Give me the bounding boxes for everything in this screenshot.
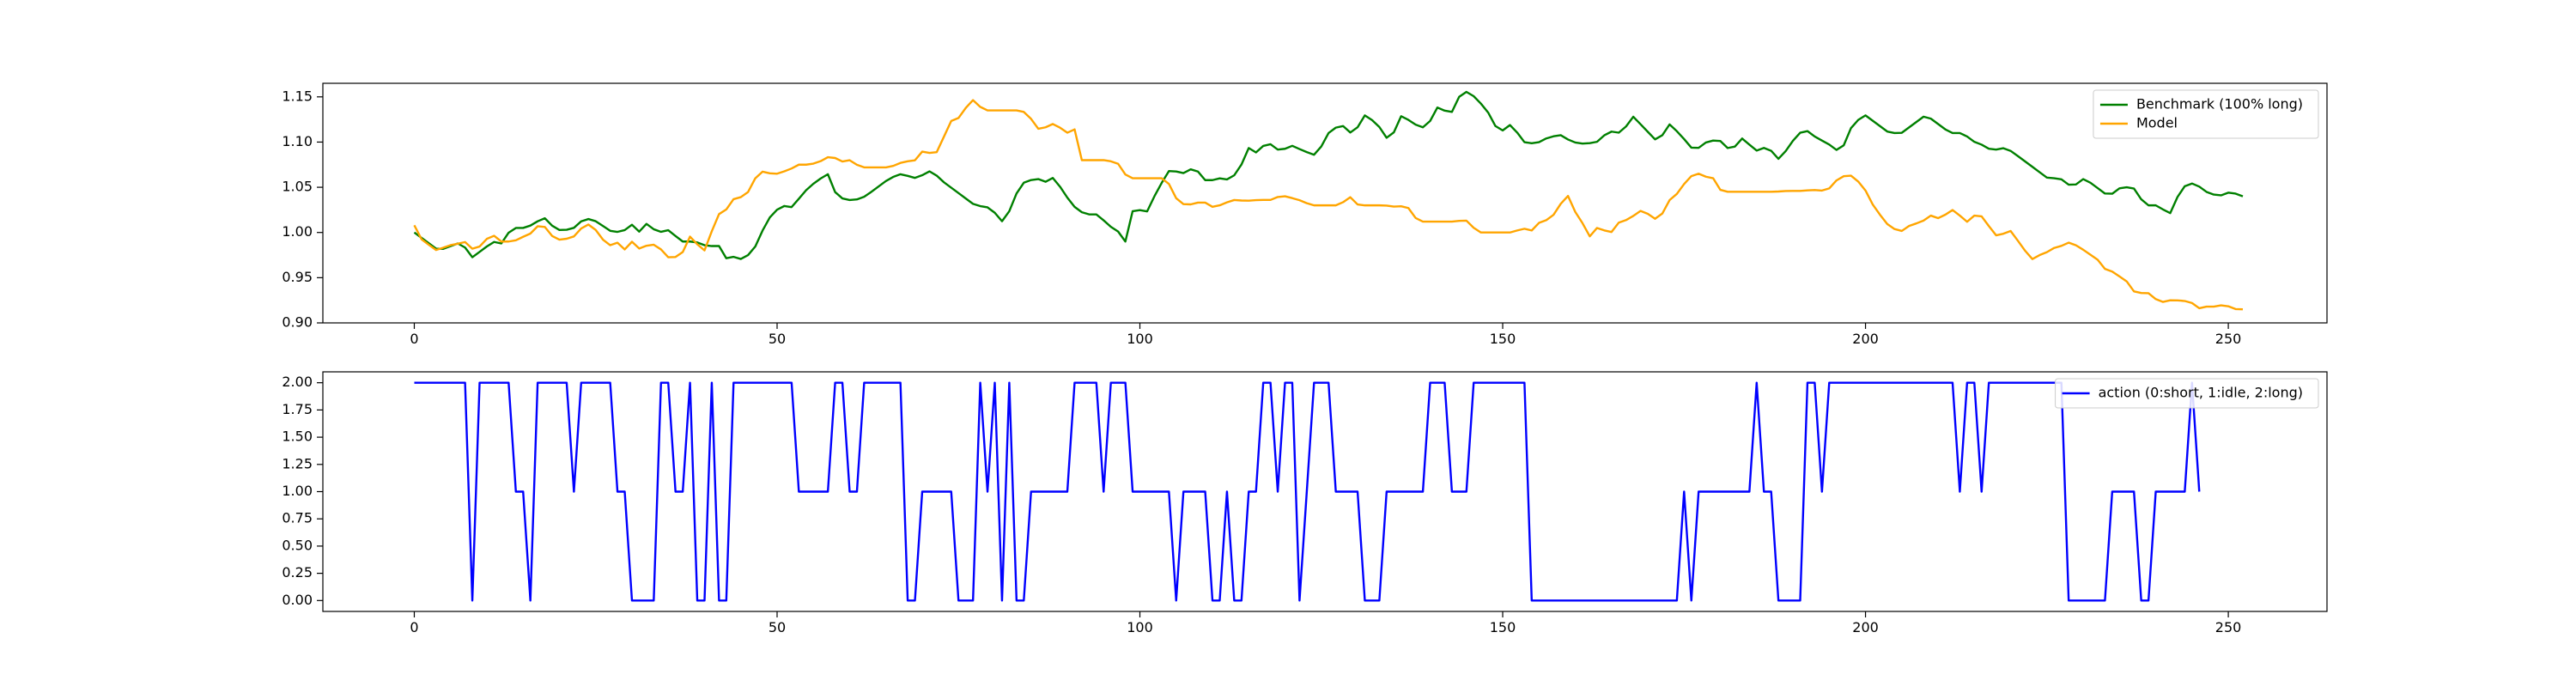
bottom-chart-plot-area (414, 381, 2201, 602)
legend-label-model: Model (2136, 115, 2178, 131)
legend-label-benchmark: Benchmark (100% long) (2136, 96, 2303, 112)
x-tick-label: 0 (410, 619, 418, 635)
x-tick-label: 50 (769, 619, 786, 635)
y-tick-label: 1.50 (282, 429, 313, 445)
top-chart-plot-area (413, 90, 2244, 311)
x-tick-label: 250 (2215, 331, 2242, 347)
series-line-model (413, 99, 2244, 311)
bottom-chart-legend-box (2055, 378, 2319, 409)
y-tick-label: 1.00 (282, 223, 313, 240)
y-tick-label: 0.75 (282, 510, 313, 526)
top-chart-legend: Benchmark (100% long) Model (2093, 89, 2319, 139)
top-chart-frame (322, 82, 2328, 324)
y-tick-label: 1.00 (282, 483, 313, 499)
y-tick-label: 0.50 (282, 537, 313, 553)
bottom-chart-panel: 0 50 100 150 200 250 0.00 0.25 0.50 0.75 1.00 1.25… (282, 371, 2328, 635)
series-line-action (414, 381, 2201, 602)
x-tick-label: 150 (1490, 619, 1516, 635)
y-tick-label: 1.15 (282, 88, 313, 104)
y-tick-label: 2.00 (282, 374, 313, 390)
top-chart-y-axis: 0.90 0.95 1.00 1.05 1.10 1.15 (282, 88, 323, 331)
y-tick-label: 1.25 (282, 455, 313, 471)
legend-label-action: action (0:short, 1:idle, 2:long) (2099, 385, 2303, 401)
x-tick-label: 100 (1127, 331, 1153, 347)
bottom-chart-y-axis: 0.00 0.25 0.50 0.75 1.00 1.25 1.50 1.75 2.00 (282, 374, 323, 608)
x-tick-label: 0 (410, 331, 418, 347)
bottom-chart-legend: action (0:short, 1:idle, 2:long) (2055, 378, 2319, 409)
x-tick-label: 200 (1852, 619, 1879, 635)
y-tick-label: 1.75 (282, 401, 313, 417)
x-tick-label: 150 (1490, 331, 1516, 347)
x-tick-label: 100 (1127, 619, 1153, 635)
y-tick-label: 0.25 (282, 564, 313, 581)
top-chart-x-axis: 0 50 100 150 200 250 (410, 323, 2241, 347)
y-tick-label: 0.00 (282, 592, 313, 608)
top-chart-panel: 0 50 100 150 200 250 0.90 0.95 1.00 1.05 1.10 1.15… (282, 82, 2328, 347)
top-chart-legend-box (2093, 89, 2319, 139)
series-line-benchmark (413, 90, 2244, 260)
x-tick-label: 50 (769, 331, 786, 347)
bottom-chart-x-axis: 0 50 100 150 200 250 (410, 611, 2241, 635)
y-tick-label: 0.95 (282, 269, 313, 285)
y-tick-label: 1.10 (282, 133, 313, 149)
x-tick-label: 250 (2215, 619, 2242, 635)
y-tick-label: 1.05 (282, 179, 313, 195)
x-tick-label: 200 (1852, 331, 1879, 347)
y-tick-label: 0.90 (282, 314, 313, 331)
